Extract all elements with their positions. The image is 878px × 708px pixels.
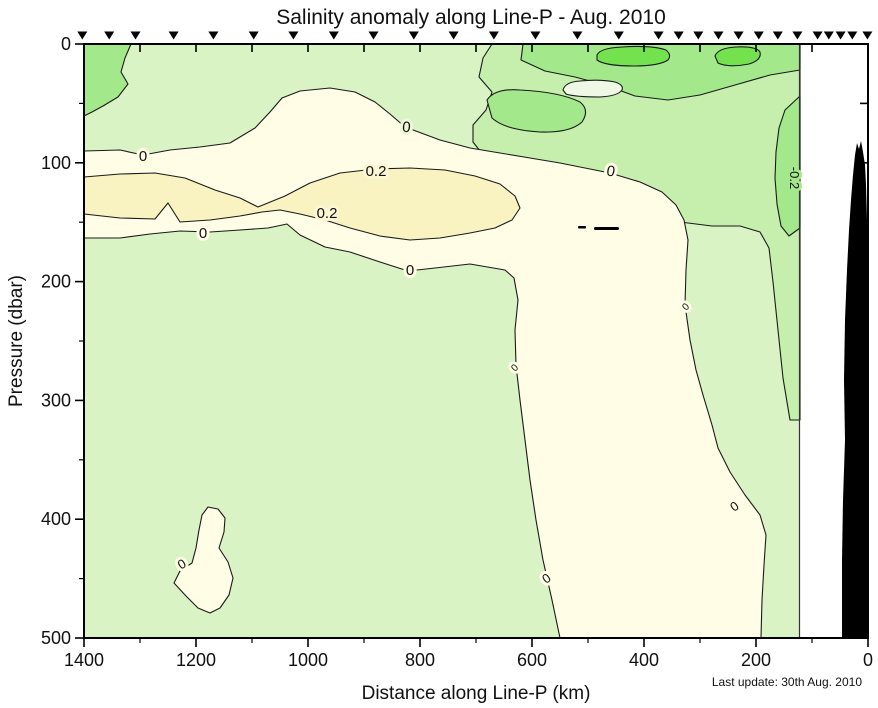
contour-region-light-patch (562, 79, 623, 98)
contour-fills (83, 43, 801, 639)
x-axis-tick-label: 200 (741, 650, 771, 670)
y-axis-tick-label: 300 (41, 390, 71, 410)
contour-region-deep-positive-island (173, 506, 234, 614)
station-marker-triangle (448, 31, 459, 40)
station-marker-triangle (713, 31, 724, 40)
contour-level-label: 0 (199, 225, 207, 242)
station-marker-triangle (753, 31, 764, 40)
y-axis-tick-label: 400 (41, 509, 71, 529)
y-axis-label: Pressure (dbar) (6, 275, 27, 407)
contour-region-positive-core (83, 167, 521, 241)
station-marker-triangle (835, 31, 846, 40)
tick-labels: 1400 1200 1000 800 600 400 200 0 0 100 200 300 400 50… (41, 34, 873, 670)
contour-region-northwest-negative (83, 43, 132, 117)
station-marker-triangle (530, 31, 541, 40)
station-marker-triangle (572, 31, 583, 40)
last-update-note: Last update: 30th Aug. 2010 (712, 675, 862, 689)
station-marker-triangle (613, 31, 624, 40)
station-marker-triangle (168, 31, 179, 40)
x-axis-tick-label: 1000 (288, 650, 328, 670)
station-marker-triangle (208, 31, 219, 40)
station-marker-triangle (368, 31, 379, 40)
station-marker-triangle (772, 31, 783, 40)
contour-region-positive-band (83, 87, 767, 639)
chart-title: Salinity anomaly along Line-P - Aug. 201… (276, 6, 666, 29)
contour-level-label: 0 (139, 148, 147, 165)
y-axis-tick-label: 0 (61, 34, 71, 54)
station-marker-triangle (488, 31, 499, 40)
tiny-dash-1 (578, 226, 586, 229)
bathymetry-profile (842, 141, 868, 638)
station-marker-triangle (77, 31, 88, 40)
x-axis-tick-label: 1400 (64, 650, 104, 670)
contour-region-mid-negative-blob (486, 89, 587, 133)
station-marker-triangle (328, 31, 339, 40)
y-axis-tick-label: 500 (41, 628, 71, 648)
contour-region-nearshore-negative (774, 95, 801, 237)
station-marker-triangle (673, 31, 684, 40)
contour-level-label: 0.2 (366, 163, 387, 180)
station-marker-triangle (653, 31, 664, 40)
station-marker-triangle (104, 31, 115, 40)
station-marker-triangle (847, 31, 858, 40)
station-markers (77, 31, 873, 40)
contour-region-strong-negative-2 (714, 46, 761, 67)
x-axis-tick-label: 0 (863, 650, 873, 670)
station-marker-triangle (130, 31, 141, 40)
y-axis-tick-label: 200 (41, 272, 71, 292)
y-axis-tick-label: 100 (41, 153, 71, 173)
x-axis-tick-label: 400 (629, 650, 659, 670)
x-axis-tick-label: 600 (517, 650, 547, 670)
station-marker-triangle (288, 31, 299, 40)
station-marker-triangle (862, 31, 873, 40)
x-axis-tick-label: 800 (405, 650, 435, 670)
x-axis-label: Distance along Line-P (km) (362, 683, 591, 704)
contour-region-strong-negative-1 (596, 45, 671, 67)
station-marker-triangle (823, 31, 834, 40)
contour-level-label: 0 (406, 262, 414, 279)
contour-level-label: 0 (401, 119, 411, 137)
contour-level-label: 0.2 (317, 205, 338, 222)
x-axis-tick-label: 1200 (176, 650, 216, 670)
station-marker-triangle (408, 31, 419, 40)
station-marker-triangle (693, 31, 704, 40)
station-marker-triangle (248, 31, 259, 40)
tiny-dash-2 (594, 227, 619, 230)
station-marker-triangle (792, 31, 803, 40)
contour-level-label: -0.2 (787, 167, 802, 189)
axis-ticks (75, 43, 869, 647)
station-marker-triangle (812, 31, 823, 40)
station-marker-triangle (733, 31, 744, 40)
